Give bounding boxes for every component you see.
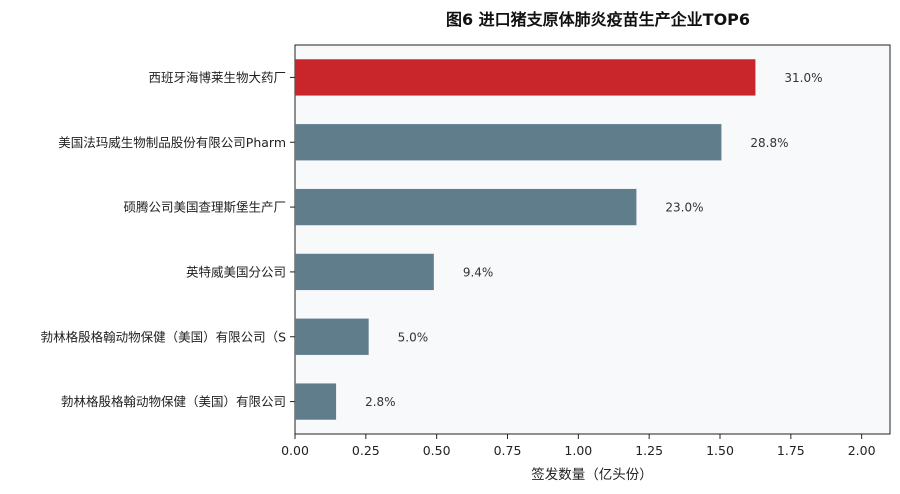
value-labels: 31.0% 28.8% 23.0% 9.4% 5.0% 2.8% <box>365 71 822 409</box>
chart-title: 图6 进口猪支原体肺炎疫苗生产企业TOP6 <box>446 10 750 29</box>
bar-group <box>295 59 756 420</box>
bar <box>295 124 722 161</box>
category-label: 硕腾公司美国查理斯堡生产厂 <box>123 200 286 215</box>
category-label: 勃林格殷格翰动物保健（美国）有限公司（S <box>41 329 287 344</box>
x-axis: 0.00 0.25 0.50 0.75 1.00 1.25 1.50 1.75 2.00 <box>281 434 876 458</box>
category-label: 西班牙海博莱生物大药厂 <box>148 70 286 85</box>
bar <box>295 188 637 226</box>
plot-area <box>294 44 891 435</box>
bar <box>295 59 756 96</box>
value-label: 9.4% <box>463 265 494 279</box>
value-label: 2.8% <box>365 395 396 409</box>
value-label: 28.8% <box>750 136 788 150</box>
x-tick-label: 1.00 <box>564 443 592 458</box>
x-tick-label: 1.75 <box>777 443 805 458</box>
value-label: 5.0% <box>398 330 429 344</box>
x-tick-label: 0.00 <box>281 443 309 458</box>
bar <box>295 318 369 355</box>
x-tick-label: 2.00 <box>848 443 876 458</box>
x-tick-label: 0.75 <box>494 443 522 458</box>
category-label: 勃林格殷格翰动物保健（美国）有限公司 <box>61 394 286 409</box>
bar <box>295 383 337 420</box>
x-tick-label: 1.50 <box>706 443 734 458</box>
value-label: 23.0% <box>665 201 703 215</box>
category-label: 英特威美国分公司 <box>186 264 286 279</box>
value-label: 31.0% <box>784 71 822 85</box>
x-tick-label: 0.50 <box>423 443 451 458</box>
x-tick-label: 0.25 <box>352 443 380 458</box>
bar <box>295 253 434 291</box>
category-label: 美国法玛威生物制品股份有限公司Pharm <box>58 135 286 150</box>
x-tick-label: 1.25 <box>635 443 663 458</box>
x-axis-title: 签发数量（亿头份） <box>531 466 653 483</box>
